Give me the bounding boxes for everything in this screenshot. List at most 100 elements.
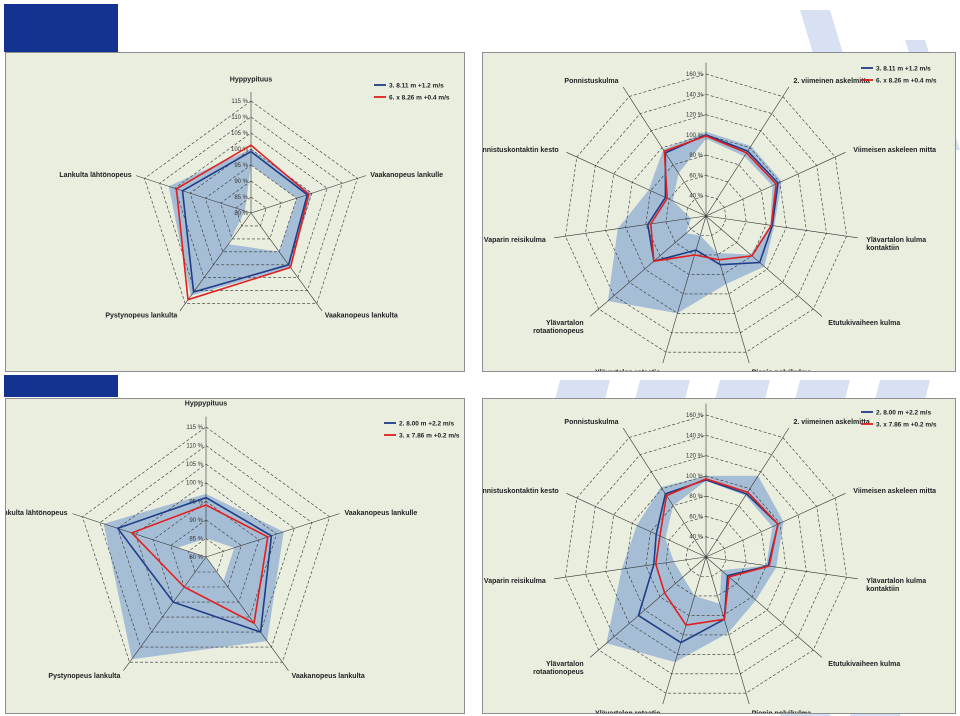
axis-spoke	[566, 493, 707, 558]
grid-ring	[235, 196, 267, 227]
axis-spoke	[662, 215, 707, 364]
tick-label: 95 %	[189, 499, 203, 505]
axis-label: Pienin polvikulma	[752, 369, 812, 372]
axis-label: Vaakanopeus lankulle	[345, 510, 418, 517]
grid-ring	[565, 414, 847, 694]
axis-label: Hyppypituus	[230, 77, 272, 84]
tick-label: 100 %	[686, 133, 704, 139]
tick-label: 90 %	[234, 179, 248, 185]
grid-ring	[187, 538, 225, 573]
axis-label: 2. viimeinen askelmitta	[794, 419, 870, 426]
grid-ring	[152, 500, 260, 603]
series-line-2	[130, 504, 269, 625]
tick-label: 105 %	[186, 462, 204, 468]
legend-label: 6. x 8.26 m +0.4 m/s	[876, 78, 937, 85]
tick-label: 85 %	[189, 536, 203, 542]
axis-spoke	[179, 212, 252, 312]
axis-label: Viimeisen askeleen mitta	[853, 488, 936, 495]
axis-label: Ylävartalon rotaatio	[595, 369, 660, 372]
tick-label: 40 %	[689, 194, 703, 200]
axis-label: Lankulta lähtönopeus	[59, 172, 131, 179]
legend-label: 6. x 8.26 m +0.4 m/s	[389, 95, 450, 102]
tick-label: 100 %	[231, 147, 249, 153]
tick-label: 80 %	[189, 555, 203, 561]
range-band	[168, 149, 312, 296]
grid-ring	[189, 148, 313, 266]
axis-label: Pystynopeus lankulta	[48, 673, 120, 680]
tick-label: 105 %	[231, 131, 249, 137]
axis-spoke	[705, 215, 823, 317]
grid-ring	[159, 116, 343, 291]
series-line-2	[654, 478, 779, 626]
tick-label: 85 %	[234, 195, 248, 201]
grid-ring	[585, 93, 827, 334]
tick-label: 160 %	[686, 72, 704, 78]
legend-label: 3. 8.11 m +1.2 m/s	[876, 66, 931, 73]
axis-label: Ponnistuskontaktin kesto	[483, 147, 559, 154]
axis-spoke	[622, 427, 707, 558]
tick-label: 110 %	[186, 444, 203, 450]
axis-spoke	[554, 556, 707, 580]
header-block-top	[4, 4, 118, 52]
grid-ring	[665, 175, 747, 256]
grid-ring	[135, 482, 277, 618]
grid-ring	[204, 164, 298, 253]
tick-label: 115 %	[186, 425, 203, 431]
radar-chart-3: 80 % 85 % 90 % 95 % 100 % 105 % 110 % 115 % Hypp…	[6, 400, 460, 680]
axis-spoke	[705, 556, 858, 580]
axis-spoke	[205, 513, 340, 558]
range-band	[103, 493, 284, 660]
axis-spoke	[705, 215, 858, 239]
radar-panel-top-left: 80 % 85 % 90 % 95 % 100 % 105 % 110 % 115 % Hypp…	[5, 52, 465, 372]
axis-label: Vaakanopeus lankulta	[292, 673, 365, 680]
axis-label: Vaparin reisikulma	[484, 578, 546, 585]
tick-label: 90 %	[189, 518, 203, 524]
axis-spoke	[123, 556, 207, 671]
axis-label: Pienin polvikulma	[752, 710, 812, 714]
axis-spoke	[250, 212, 323, 312]
series-line-2	[649, 135, 777, 263]
legend-label: 2. 8.00 m +2.2 m/s	[876, 410, 931, 417]
axis-spoke	[566, 152, 707, 217]
axis-label: Ponnistuskulma	[564, 419, 618, 426]
legend-label: 2. 8.00 m +2.2 m/s	[399, 421, 454, 428]
legend-label: 3. 8.11 m +1.2 m/s	[389, 83, 444, 90]
axis-spoke	[705, 556, 750, 705]
grid-ring	[99, 445, 313, 648]
legend-label: 3. x 7.86 m +0.2 m/s	[876, 422, 937, 429]
grid-ring	[645, 495, 767, 616]
axis-spoke	[705, 493, 846, 558]
tick-label: 95 %	[234, 163, 248, 169]
axis-label: Ponnistuskulma	[564, 78, 618, 85]
radar-panel-bottom-right: 40 %60 %80 %100 %120 %140 %160 %Hyppypit…	[482, 398, 956, 714]
axis-spoke	[205, 556, 289, 671]
tick-label: 80 %	[689, 153, 703, 159]
tick-label: 60 %	[689, 173, 703, 179]
axis-label: Vaakanopeus lankulle	[370, 172, 443, 179]
axis-spoke	[135, 175, 252, 214]
grid-ring	[685, 195, 727, 236]
axis-label: Etutukivaiheen kulma	[828, 661, 900, 668]
axis-label: Ylävartalon rotaationopeus	[533, 661, 584, 676]
axis-label: Ylävartalon rotaationopeus	[533, 320, 584, 335]
grid-ring	[645, 154, 767, 275]
tick-label: 80 %	[689, 494, 703, 500]
axis-label: Vaparin reisikulma	[484, 237, 546, 244]
legend-label: 3. x 7.86 m +0.2 m/s	[399, 433, 460, 440]
radar-chart-1: 80 % 85 % 90 % 95 % 100 % 105 % 110 % 115 % Hypp…	[59, 77, 450, 320]
tick-label: 100 %	[686, 474, 704, 480]
grid-ring	[625, 134, 787, 295]
tick-label: 100 %	[186, 481, 204, 487]
grid-ring	[685, 536, 727, 577]
radar-chart-2: 40 %60 %80 %100 %120 %140 %160 %Hyppypit…	[483, 62, 937, 372]
grid-ring	[585, 434, 827, 675]
axis-spoke	[705, 556, 823, 658]
grid-ring	[625, 475, 787, 636]
axis-spoke	[589, 556, 707, 658]
grid-ring	[117, 463, 295, 633]
tick-label: 110 %	[231, 115, 248, 121]
tick-label: 140 %	[686, 433, 704, 439]
grid-ring	[174, 132, 328, 278]
axis-label: Pystynopeus lankulta	[105, 313, 177, 320]
axis-spoke	[705, 215, 750, 364]
